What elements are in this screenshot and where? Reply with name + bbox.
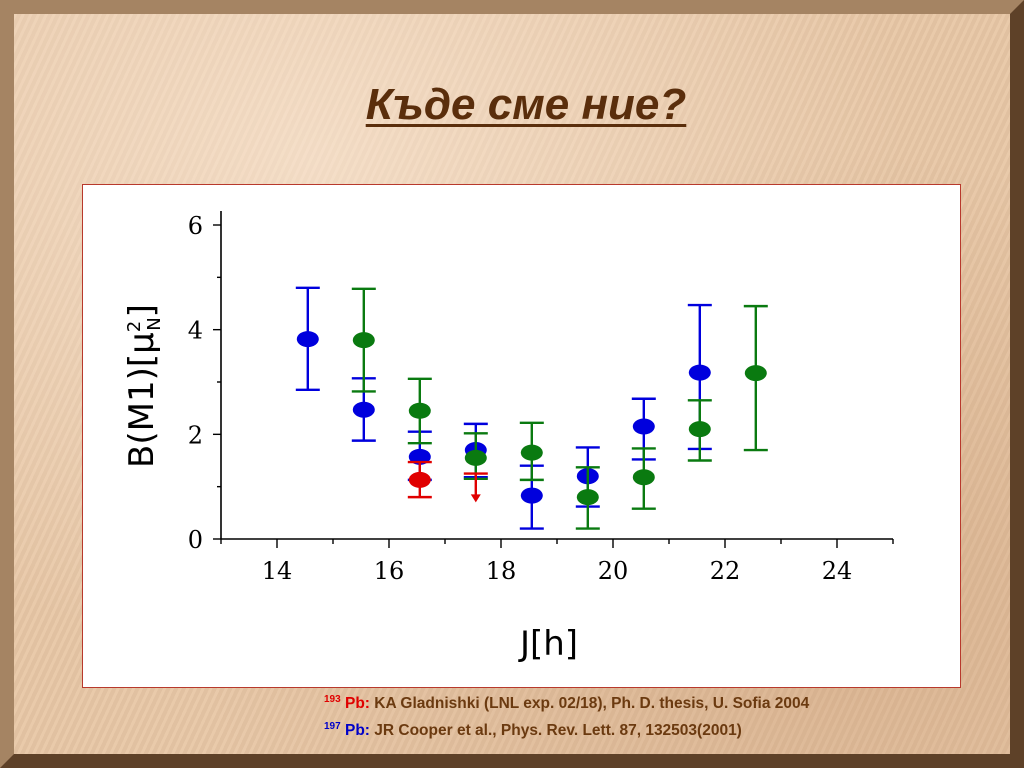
data-point: [520, 444, 543, 461]
y-tick-label: 4: [188, 317, 203, 345]
data-point: [520, 487, 543, 504]
series-2: [407, 460, 488, 503]
y-axis-title-main: B(M1)[μ: [122, 332, 162, 468]
x-tick-label: 16: [374, 557, 405, 585]
x-tick-label: 24: [822, 557, 853, 585]
reference-197pb-mass: 197: [324, 721, 341, 732]
data-point: [352, 401, 375, 418]
slide-title-container: Къде сме ние?: [14, 80, 1024, 130]
data-point: [744, 365, 767, 382]
chart-axes: [213, 211, 894, 548]
x-axis-title: J[h]: [518, 624, 578, 664]
data-point: [296, 331, 319, 348]
reference-197pb-text: JR Cooper et al., Phys. Rev. Lett. 87, 1…: [369, 722, 742, 739]
x-tick-label: 22: [710, 557, 741, 585]
x-tick-label: 18: [486, 557, 517, 585]
data-point: [688, 364, 711, 381]
series-1: [351, 287, 768, 530]
reference-193pb-text: KA Gladnishki (LNL exp. 02/18), Ph. D. t…: [369, 695, 810, 712]
data-point: [408, 471, 431, 488]
y-axis-title-sub: N: [144, 317, 165, 330]
data-point: [464, 449, 487, 466]
y-tick-label: 6: [188, 212, 203, 240]
y-tick-label: 2: [188, 421, 203, 449]
y-axis-title-close: ]: [122, 304, 162, 317]
data-point: [352, 332, 375, 349]
series-0: [295, 286, 712, 530]
chart-panel: 0 2 4 6 14 16 18 20 22 24 J[h] B(M1)[μ2N]: [82, 184, 961, 688]
data-point: [632, 469, 655, 486]
y-axis-title: B(M1)[μ2N]: [122, 304, 165, 468]
data-point: [632, 418, 655, 435]
slide-title: Къде сме ние?: [365, 80, 687, 129]
reference-197pb-element: Pb:: [345, 722, 370, 739]
reference-193pb-element: Pb:: [345, 695, 370, 712]
reference-197pb: 197 Pb: JR Cooper et al., Phys. Rev. Let…: [324, 715, 1014, 742]
reference-193pb: 193 Pb: KA Gladnishki (LNL exp. 02/18), …: [324, 688, 1014, 715]
data-point: [408, 448, 431, 465]
data-point: [688, 421, 711, 438]
y-tick-label: 0: [188, 526, 203, 554]
data-point: [576, 489, 599, 506]
x-tick-label: 20: [598, 557, 629, 585]
upper-limit-arrow: [470, 494, 481, 503]
chart-marks: [295, 286, 768, 530]
references: 193 Pb: KA Gladnishki (LNL exp. 02/18), …: [324, 688, 1014, 742]
y-axis-title-sup: 2: [124, 321, 145, 332]
reference-193pb-mass: 193: [324, 694, 341, 705]
x-tick-label: 14: [262, 557, 293, 585]
data-point: [408, 402, 431, 419]
